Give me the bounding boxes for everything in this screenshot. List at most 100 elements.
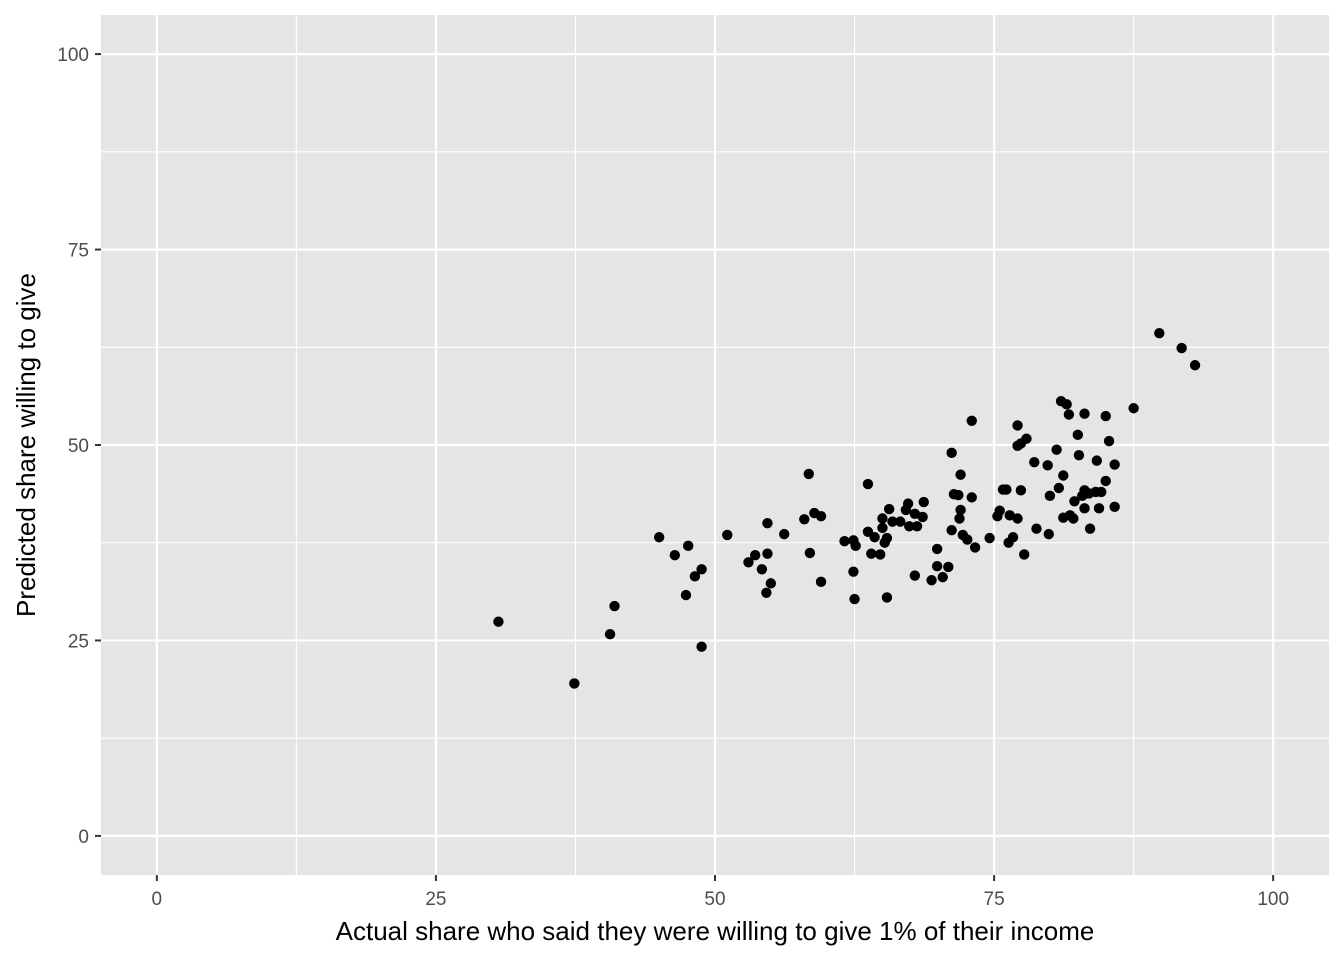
data-point [493,616,504,627]
data-point [909,508,921,519]
data-point [1007,532,1019,543]
data-point [1063,409,1075,420]
data-point [877,513,888,524]
data-point [1189,360,1201,371]
y-tick-label: 50 [68,436,89,457]
data-point [994,505,1005,516]
data-point [1079,408,1090,419]
data-point [918,496,929,508]
data-point [984,532,995,544]
x-axis: 0 25 50 75 100 [152,875,1289,910]
data-point [722,529,733,541]
data-point [1019,549,1030,560]
y-axis: 0 25 50 75 100 [57,45,101,848]
data-point [1109,501,1120,512]
x-tick-label: 0 [152,889,163,910]
data-point [803,468,814,480]
data-point [911,521,923,532]
data-point [569,678,580,689]
data-point [743,557,754,568]
data-point [749,550,761,561]
data-point [887,516,898,527]
data-point [902,498,914,509]
y-tick-label: 25 [68,631,89,652]
data-point [696,564,707,575]
y-tick-label: 100 [57,45,89,66]
data-point [877,522,888,534]
data-point [1176,342,1187,354]
data-point [962,534,973,545]
data-point [1043,528,1054,540]
x-tick-label: 50 [704,889,725,910]
data-point [883,503,895,515]
data-point [765,578,777,589]
data-point [966,492,977,503]
y-tick-label: 75 [68,241,89,262]
data-point [1084,523,1096,534]
data-point [609,600,620,612]
data-point [1044,490,1056,502]
data-point [1051,444,1062,455]
x-tick-label: 75 [984,889,1005,910]
data-point [926,575,937,586]
data-point [1109,459,1120,470]
data-point [804,547,816,559]
data-point [1068,513,1079,524]
data-point [689,571,701,582]
data-point [1096,486,1107,498]
data-point [850,540,861,552]
data-point [862,478,874,490]
data-point [761,587,772,598]
data-points [493,328,1201,689]
data-point [895,516,906,527]
data-point [881,532,893,544]
data-point [1012,420,1023,431]
data-point [849,593,860,605]
data-point [943,561,954,573]
data-point [604,629,616,640]
data-point [839,535,850,547]
data-point [1053,482,1065,494]
data-point [762,517,773,529]
data-point [653,532,665,543]
data-point [1012,513,1023,524]
data-point [1091,455,1102,466]
data-point [762,548,773,559]
data-point [937,571,948,583]
data-point [1015,485,1027,496]
data-point [815,510,827,522]
y-axis-title: Predicted share willing to give [11,273,41,617]
data-point [1004,510,1015,521]
x-tick-label: 100 [1257,889,1289,910]
data-point [1058,470,1069,481]
data-point [904,521,915,532]
data-point [1029,457,1040,468]
data-point [683,540,694,552]
data-point [1093,503,1105,514]
data-point [969,542,981,553]
data-point [931,543,943,555]
data-point [881,592,893,603]
major-gridlines [101,15,1329,875]
data-point [1100,410,1111,422]
data-point [866,548,877,559]
data-point [946,447,957,459]
data-point [917,511,928,523]
data-point [946,525,957,536]
data-point [954,513,965,524]
data-point [1072,429,1084,441]
data-point [696,641,707,652]
data-point [875,549,886,560]
data-point [848,566,859,577]
data-point [1042,460,1053,471]
y-tick-label: 0 [78,827,89,848]
data-point [1021,433,1032,444]
data-point [1079,503,1090,514]
data-point [1128,403,1139,414]
data-point [1103,435,1115,447]
data-point [1069,496,1080,507]
data-point [955,504,966,516]
data-point [669,550,681,561]
data-point [1061,399,1072,410]
